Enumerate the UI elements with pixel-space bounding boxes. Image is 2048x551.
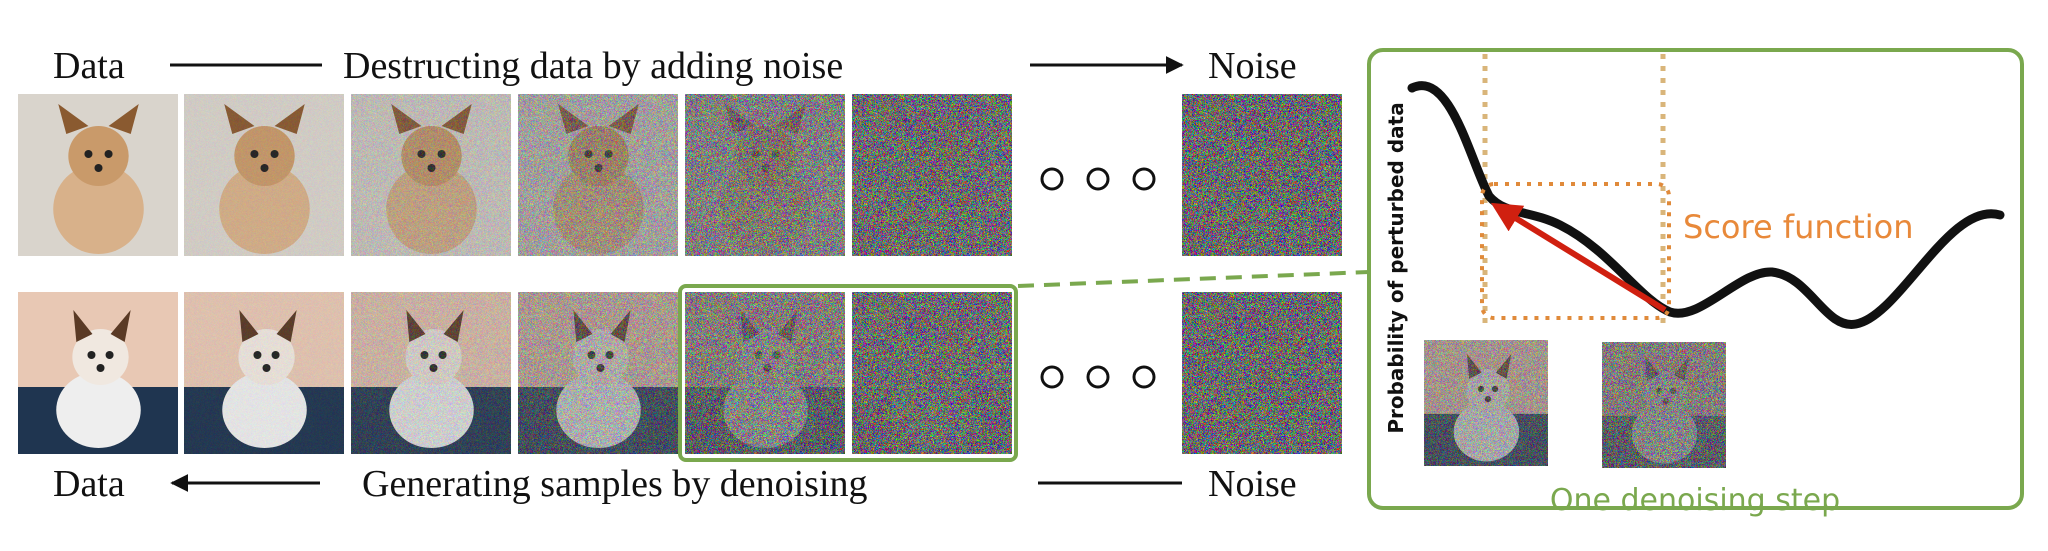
noise: [518, 94, 678, 256]
bottom-right-label: Noise: [1208, 463, 1297, 505]
y-axis-label: Probability of perturbed data: [1384, 102, 1408, 433]
image-tile: [1602, 342, 1726, 468]
dashed-link: [1017, 270, 1370, 288]
photo: [18, 94, 179, 256]
noise: [351, 292, 511, 454]
image-tile: [518, 292, 678, 454]
noise: [852, 94, 1012, 256]
top-right-label: Noise: [1208, 45, 1297, 87]
image-rows: [18, 94, 1342, 454]
noise: [685, 94, 845, 256]
photo: [18, 292, 179, 454]
noise: [685, 292, 845, 454]
noise: [1182, 94, 1342, 256]
ellipsis-dot: [1040, 365, 1064, 389]
ellipsis-dot: [1040, 167, 1064, 191]
image-tile: [351, 94, 511, 256]
panel-caption: One denoising step: [1550, 483, 1840, 518]
noise: [518, 292, 678, 454]
image-tile: [18, 292, 179, 454]
thumbnails: [1424, 340, 1726, 468]
image-tile: [852, 292, 1012, 454]
image-tile: [184, 292, 344, 454]
image-tile: [18, 94, 179, 256]
top-left-label: Data: [53, 45, 125, 87]
image-tile: [685, 292, 845, 454]
noise: [1182, 292, 1342, 454]
image-tile: [852, 94, 1012, 256]
image-tile: [184, 94, 344, 256]
bottom-caption: Generating samples by denoising: [362, 463, 868, 505]
image-tile: [1182, 94, 1342, 256]
noise: [184, 292, 344, 454]
noise: [184, 94, 344, 256]
noise: [1602, 342, 1726, 468]
noise: [852, 292, 1012, 454]
noise: [1424, 340, 1548, 466]
ellipsis-dot: [1132, 167, 1156, 191]
ellipsis-dot: [1086, 167, 1110, 191]
density-curve: [1407, 81, 2005, 329]
top-caption: Destructing data by adding noise: [343, 45, 843, 87]
image-tile: [518, 94, 678, 256]
score-label: Score function: [1683, 208, 1914, 246]
image-tile: [685, 94, 845, 256]
score-arrow: [1490, 202, 1667, 313]
bottom-left-label: Data: [53, 463, 125, 505]
highlight-box: [678, 284, 1018, 462]
noise: [351, 94, 511, 256]
image-tile: [1424, 340, 1548, 466]
ellipsis-dot: [1132, 365, 1156, 389]
image-tile: [351, 292, 511, 454]
ellipsis-dot: [1086, 365, 1110, 389]
image-tile: [1182, 292, 1342, 454]
